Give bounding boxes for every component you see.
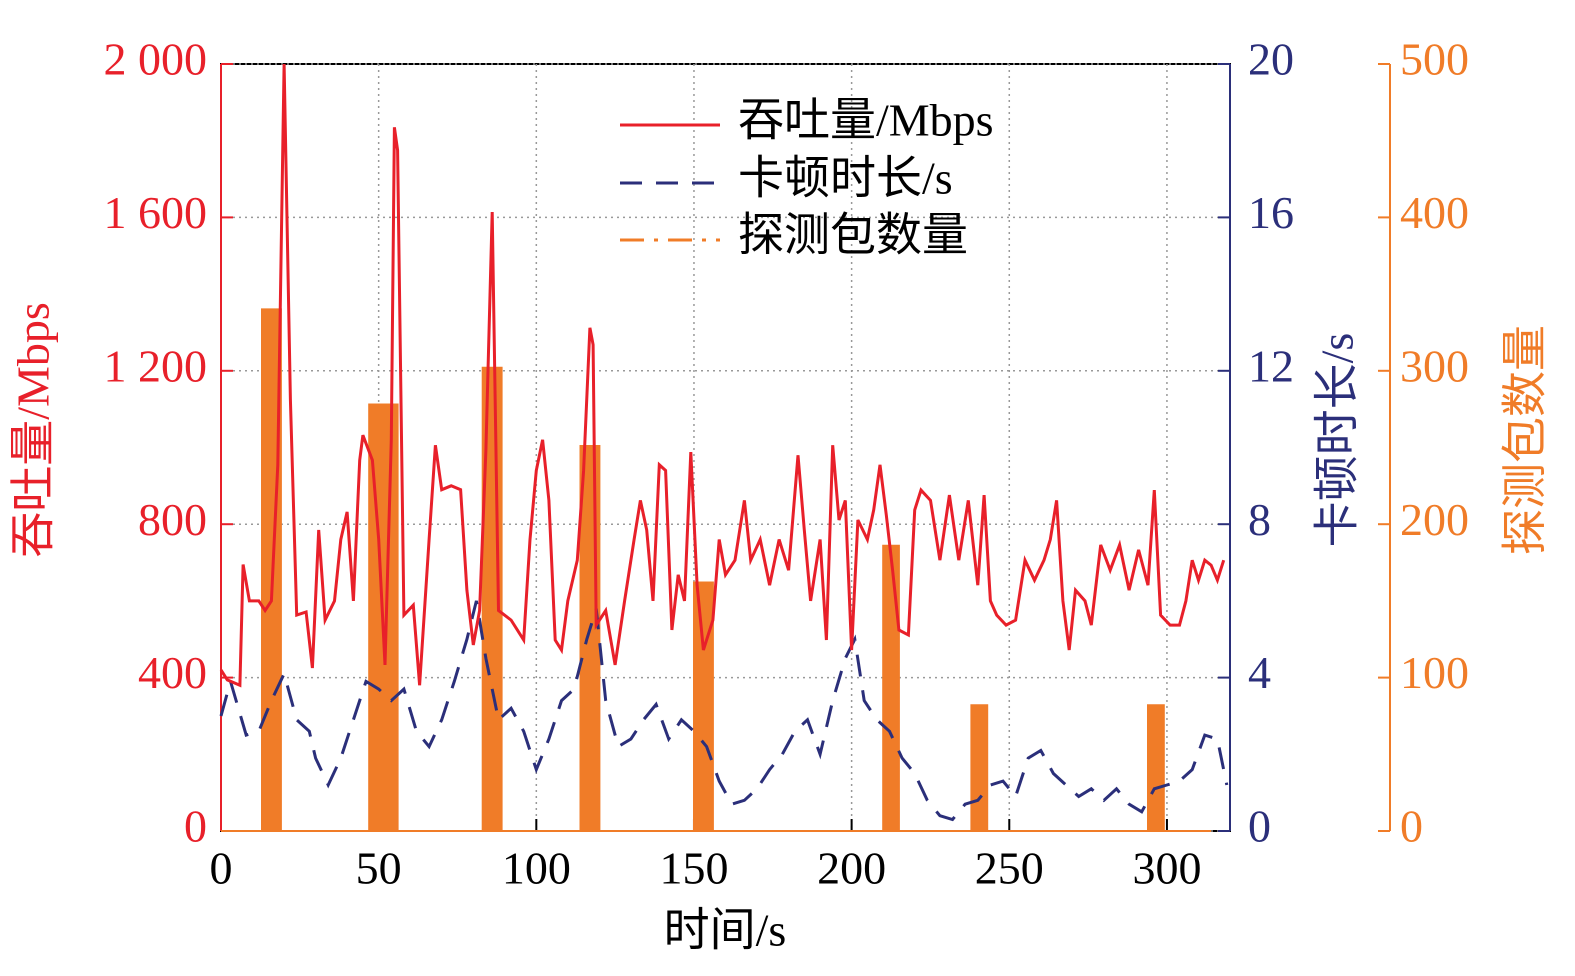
x-tick-label: 50 bbox=[356, 843, 402, 894]
y3-tick-label: 100 bbox=[1400, 647, 1469, 698]
y2-tick-label: 8 bbox=[1248, 494, 1271, 545]
y2-tick-label: 16 bbox=[1248, 187, 1294, 238]
y3-tick-label: 300 bbox=[1400, 340, 1469, 391]
legend-label: 吞吐量/Mbps bbox=[738, 95, 994, 146]
x-tick-label: 100 bbox=[502, 843, 571, 894]
y-tick-label: 1 600 bbox=[104, 187, 208, 238]
y3-tick-label: 0 bbox=[1400, 801, 1423, 852]
y-tick-label: 2 000 bbox=[104, 34, 208, 85]
y2-tick-label: 12 bbox=[1248, 340, 1294, 391]
series-area bbox=[221, 308, 1212, 832]
x-tick-label: 300 bbox=[1132, 843, 1201, 894]
y-tick-label: 1 200 bbox=[104, 340, 208, 391]
x-axis-label: 时间/s bbox=[664, 905, 787, 956]
series-line bbox=[219, 63, 1226, 688]
x-tick-label: 0 bbox=[210, 843, 233, 894]
y3-tick-label: 400 bbox=[1400, 187, 1469, 238]
y-tick-label: 800 bbox=[138, 494, 207, 545]
y-tick-label: 400 bbox=[138, 647, 207, 698]
y2-axis-label: 卡顿时长/s bbox=[1312, 333, 1363, 548]
y3-axis-label: 探测包数量 bbox=[1500, 325, 1551, 555]
y2-tick-label: 0 bbox=[1248, 801, 1271, 852]
series-line bbox=[219, 600, 1229, 822]
y3-tick-label: 200 bbox=[1400, 494, 1469, 545]
y2-tick-label: 4 bbox=[1248, 647, 1271, 698]
x-tick-label: 150 bbox=[659, 843, 728, 894]
legend-label: 探测包数量 bbox=[738, 210, 968, 261]
x-tick-label: 250 bbox=[975, 843, 1044, 894]
y-axis-label: 吞吐量/Mbps bbox=[8, 302, 59, 558]
y3-tick-label: 500 bbox=[1400, 34, 1469, 85]
legend-label: 卡顿时长/s bbox=[738, 153, 953, 204]
y2-tick-label: 20 bbox=[1248, 34, 1294, 85]
x-tick-label: 200 bbox=[817, 843, 886, 894]
y-tick-label: 0 bbox=[184, 801, 207, 852]
